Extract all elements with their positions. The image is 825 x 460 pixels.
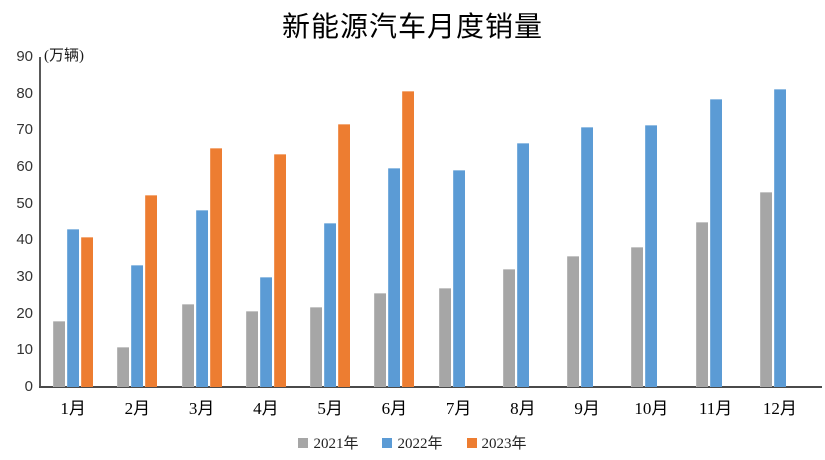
legend: 2021年 2022年 2023年	[0, 432, 825, 453]
bar-2022年-6月	[388, 168, 401, 387]
bar-2021年-7月	[438, 287, 451, 387]
bar-2022年-11月	[709, 98, 722, 387]
bar-2023年-2月	[145, 194, 158, 387]
x-label-8月: 8月	[510, 399, 536, 418]
x-label-6月: 6月	[381, 399, 408, 418]
y-tick-40: 40	[16, 231, 33, 249]
y-tick-10: 10	[16, 341, 33, 359]
y-tick-0: 0	[24, 378, 33, 395]
x-label-3月: 3月	[188, 399, 215, 418]
bar-2022年-8月	[516, 142, 529, 387]
bar-2023年-5月	[338, 124, 351, 387]
y-tick-90: 90	[16, 48, 33, 65]
x-label-11月: 11月	[698, 399, 733, 418]
bar-2022年-5月	[324, 223, 337, 387]
legend-label: 2021年	[313, 436, 359, 452]
x-label-7月: 7月	[445, 399, 472, 418]
legend-label: 2022年	[397, 436, 443, 452]
bar-2021年-3月	[181, 304, 194, 387]
x-label-1月: 1月	[60, 399, 86, 418]
bar-2022年-9月	[581, 127, 594, 387]
legend-swatch-icon	[298, 437, 309, 448]
bar-2022年-3月	[195, 209, 208, 387]
bar-2021年-9月	[567, 256, 580, 387]
legend-item-2021年: 2021年	[298, 432, 358, 453]
bar-2022年-7月	[452, 169, 465, 387]
bar-2023年-4月	[273, 153, 286, 387]
x-label-5月: 5月	[317, 399, 343, 418]
x-label-10月: 10月	[634, 399, 669, 418]
bar-2022年-4月	[259, 277, 272, 387]
bar-2023年-3月	[209, 147, 222, 387]
chart-title: 新能源汽车月度销量	[281, 12, 543, 43]
bar-2022年-2月	[131, 264, 144, 387]
x-label-9月: 9月	[574, 399, 600, 418]
bar-2021年-6月	[374, 293, 387, 387]
bar-2021年-12月	[759, 192, 772, 387]
x-label-2月: 2月	[124, 399, 151, 418]
bar-2021年-10月	[631, 246, 644, 387]
bar-2022年-10月	[645, 125, 658, 387]
bar-2021年-11月	[695, 222, 708, 387]
legend-swatch-icon	[466, 437, 477, 448]
legend-label: 2023年	[481, 436, 527, 452]
bar-2022年-1月	[67, 228, 80, 387]
bar-2021年-4月	[245, 311, 258, 387]
bar-2023年-6月	[402, 91, 415, 387]
bar-2021年-1月	[53, 321, 66, 387]
x-label-4月: 4月	[253, 399, 279, 418]
y-tick-30: 30	[16, 268, 33, 285]
y-axis-unit-label: (万辆)	[44, 48, 84, 64]
x-label-12月: 12月	[762, 399, 797, 418]
legend-item-2023年: 2023年	[466, 432, 527, 453]
bar-2023年-1月	[81, 237, 94, 387]
bar-2022年-12月	[773, 88, 786, 387]
y-tick-70: 70	[16, 121, 33, 139]
legend-swatch-icon	[382, 437, 393, 448]
y-tick-60: 60	[16, 158, 33, 175]
y-tick-50: 50	[16, 194, 33, 212]
x-axis-line	[39, 386, 822, 388]
bar-2021年-5月	[310, 307, 323, 387]
y-tick-20: 20	[16, 304, 33, 322]
legend-item-2022年: 2022年	[382, 432, 443, 453]
y-axis-line	[39, 57, 41, 387]
bar-2021年-8月	[502, 269, 515, 387]
bar-2021年-2月	[117, 346, 130, 387]
y-tick-80: 80	[16, 84, 33, 102]
